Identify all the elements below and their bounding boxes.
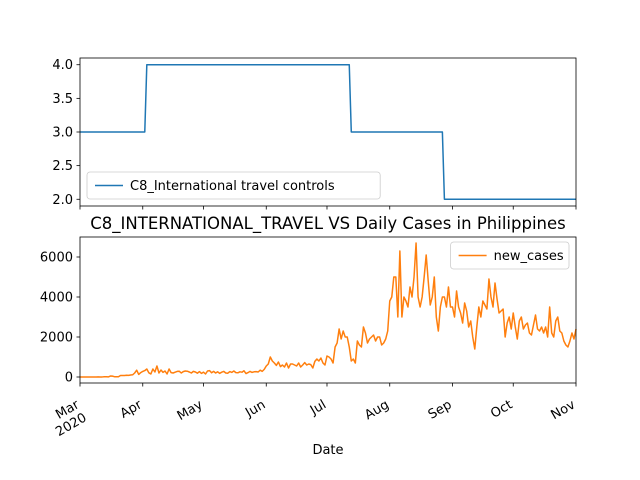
legend-box (86, 171, 381, 200)
y-tick-label: 4.0 (52, 58, 73, 73)
legend-label: C8_International travel controls (130, 179, 335, 194)
axes-frame (79, 57, 577, 207)
x-axis-label: Date (312, 443, 343, 458)
series-line (80, 63, 576, 201)
y-tick-label: 2.5 (52, 159, 73, 174)
legend-label: new_cases (494, 249, 564, 264)
y-tick-label: 4000 (40, 291, 73, 306)
y-tick-label: 0 (65, 371, 73, 386)
y-tick-label: 2000 (40, 331, 73, 346)
chart-title: C8_INTERNATIONAL_TRAVEL VS Daily Cases i… (90, 214, 565, 234)
y-tick-label: 6000 (40, 251, 73, 266)
series-line (80, 242, 577, 378)
y-tick-label: 2.0 (52, 193, 73, 208)
axes-frame (79, 236, 577, 384)
y-tick-label: 3.0 (52, 126, 73, 141)
x-tick-label: Jul (307, 397, 329, 418)
legend-box (450, 241, 570, 270)
y-tick-label: 3.5 (52, 92, 73, 107)
